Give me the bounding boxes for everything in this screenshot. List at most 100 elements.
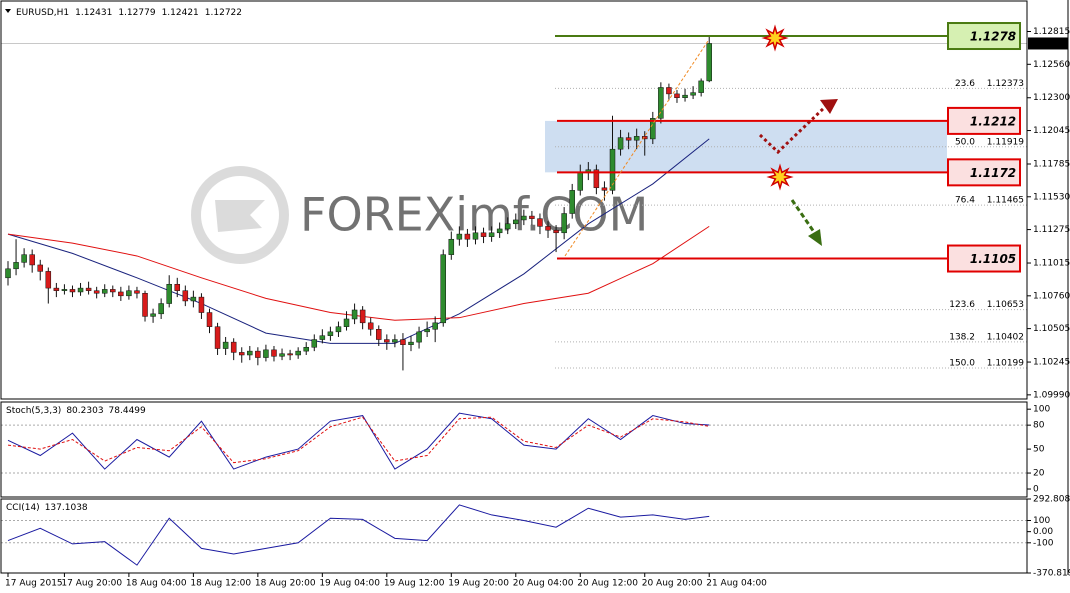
candle-body bbox=[577, 172, 584, 191]
candle-body bbox=[247, 350, 253, 356]
fib-ratio: 23.6 bbox=[955, 79, 975, 89]
candle-body bbox=[61, 289, 68, 291]
candle-body bbox=[206, 312, 213, 327]
y-tick-label: 1.10760 bbox=[1033, 291, 1070, 301]
candle-body bbox=[327, 331, 334, 336]
candle-body bbox=[158, 303, 164, 315]
candle-body bbox=[255, 350, 261, 358]
breakout-marker bbox=[761, 24, 789, 52]
y-tick-label: 1.11785 bbox=[1033, 159, 1070, 169]
y-tick-label: 1.10505 bbox=[1033, 324, 1070, 334]
zigzag bbox=[564, 40, 709, 257]
level-label: 1.1278 bbox=[970, 30, 1016, 44]
x-tick-label: 19 Aug 12:00 bbox=[384, 579, 445, 589]
candle-body bbox=[440, 254, 446, 324]
indicator-value: 80.2303 bbox=[66, 406, 103, 416]
candle-body bbox=[126, 290, 132, 297]
candle-body bbox=[37, 264, 43, 272]
watermark-text: FOREXimf.COM bbox=[300, 188, 648, 242]
y-tick-label: 1.11530 bbox=[1033, 192, 1070, 202]
candle-body bbox=[400, 339, 406, 345]
candle-body bbox=[359, 309, 366, 324]
fib-price: 1.12373 bbox=[987, 79, 1024, 89]
candle-body bbox=[21, 254, 27, 263]
candle-body bbox=[5, 268, 11, 279]
indicator-title: CCI(14) bbox=[6, 503, 40, 513]
candle-body bbox=[553, 229, 559, 234]
x-tick-label: 20 Aug 04:00 bbox=[513, 579, 574, 589]
candle-body bbox=[698, 80, 704, 93]
candle-body bbox=[303, 347, 309, 352]
y-tick-label: 0 bbox=[1033, 485, 1039, 495]
candle-body bbox=[376, 329, 382, 340]
moving-average bbox=[7, 138, 710, 344]
indicator-header: CCI(14) 137.1038 bbox=[6, 503, 88, 513]
x-tick-label: 21 Aug 04:00 bbox=[706, 579, 767, 589]
candle-body bbox=[351, 309, 358, 320]
candle-body bbox=[93, 290, 100, 294]
candle-body bbox=[69, 289, 76, 293]
x-tick-label: 17 Aug 20:00 bbox=[61, 579, 122, 589]
candle-body bbox=[641, 136, 648, 140]
candle-body bbox=[85, 287, 92, 291]
candle-body bbox=[150, 313, 156, 317]
bull-arrow bbox=[758, 104, 828, 155]
y-tick-label: 50 bbox=[1033, 445, 1045, 455]
ohlc-low: 1.12421 bbox=[162, 8, 199, 18]
y-tick-label: 1.10245 bbox=[1033, 358, 1070, 368]
support-zone bbox=[545, 120, 947, 173]
x-tick-label: 18 Aug 04:00 bbox=[126, 579, 187, 589]
ohlc-open: 1.12431 bbox=[75, 8, 112, 18]
x-tick-label: 20 Aug 20:00 bbox=[642, 579, 703, 589]
indicator-line bbox=[7, 412, 710, 470]
candle-body bbox=[335, 326, 342, 333]
candle-body bbox=[472, 232, 479, 240]
panel-frame bbox=[0, 498, 1028, 574]
chart-header: EURUSD,H1 1.12431 1.12779 1.12421 1.12722 bbox=[16, 8, 242, 18]
panel-frame bbox=[0, 0, 1028, 400]
y-tick-label: 1.12045 bbox=[1033, 126, 1070, 136]
candle-body bbox=[666, 87, 672, 95]
candle-body bbox=[263, 349, 269, 358]
indicator-header: Stoch(5,3,3) 80.2303 78.4499 bbox=[6, 406, 146, 416]
candle-body bbox=[214, 326, 221, 349]
candle-body bbox=[287, 353, 293, 356]
ohlc-close: 1.12722 bbox=[205, 8, 242, 18]
ohlc-high: 1.12779 bbox=[118, 8, 155, 18]
candle-body bbox=[311, 339, 318, 348]
y-tick-label: -100 bbox=[1033, 538, 1054, 548]
candle-body bbox=[45, 271, 52, 289]
candle-body bbox=[682, 94, 688, 98]
candle-body bbox=[295, 350, 301, 356]
menu-triangle bbox=[5, 9, 11, 13]
symbol: EURUSD,H1 bbox=[16, 8, 69, 18]
candle-body bbox=[537, 218, 543, 227]
candle-body bbox=[650, 118, 656, 140]
candle-body bbox=[448, 238, 455, 255]
fib-price: 1.11465 bbox=[987, 196, 1024, 206]
y-tick-label: 1.09990 bbox=[1033, 390, 1070, 400]
candle-body bbox=[424, 329, 430, 333]
candle-body bbox=[13, 262, 19, 270]
y-tick-label: 1.12300 bbox=[1033, 93, 1070, 103]
y-tick-label: 1.11275 bbox=[1033, 225, 1070, 235]
candle-body bbox=[142, 292, 148, 317]
fib-ratio: 76.4 bbox=[955, 196, 975, 206]
y-tick-label: 0.00 bbox=[1033, 527, 1053, 537]
candle-body bbox=[504, 223, 511, 230]
indicator-value: 78.4499 bbox=[109, 406, 146, 416]
candle-body bbox=[545, 226, 551, 231]
x-tick-label: 19 Aug 04:00 bbox=[319, 579, 380, 589]
candle-body bbox=[601, 187, 608, 191]
candle-body bbox=[674, 93, 680, 98]
candle-body bbox=[238, 352, 245, 356]
y-tick-label: 1.12815 bbox=[1033, 27, 1070, 37]
x-tick-label: 17 Aug 2015 bbox=[5, 579, 63, 589]
candle-body bbox=[101, 289, 108, 294]
candle-body bbox=[658, 87, 664, 119]
fib-ratio: 123.6 bbox=[949, 300, 975, 310]
indicator-value: 137.1038 bbox=[45, 503, 88, 513]
candle-body bbox=[513, 219, 519, 225]
candle-body bbox=[118, 291, 124, 297]
candle-body bbox=[53, 287, 60, 291]
